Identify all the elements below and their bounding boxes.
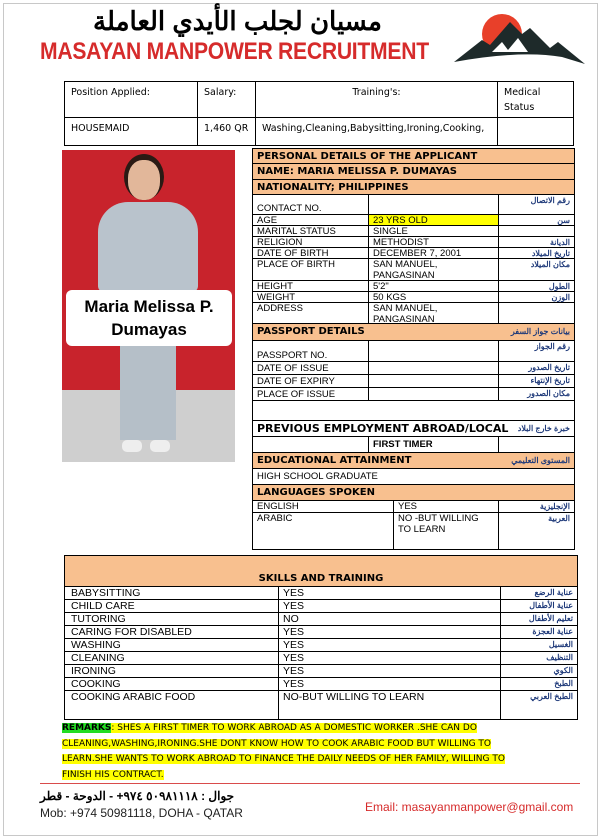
skill-cleaning-arabic: التنظيف bbox=[500, 651, 578, 665]
company-name: MASAYAN MANPOWER RECRUITMENT bbox=[40, 38, 429, 65]
trainings-header: Training's: bbox=[255, 81, 498, 118]
previous-employment-blank bbox=[252, 436, 369, 453]
skill-cooking-arabic: الطبخ bbox=[500, 677, 578, 691]
skill-ironing-label: IRONING bbox=[64, 664, 279, 678]
trainings-value: Washing,Cleaning,Babysitting,Ironing,Coo… bbox=[255, 117, 498, 146]
skill-babysitting-arabic: عناية الرضع bbox=[500, 586, 578, 600]
skill-tutoring-arabic: تعليم الأطفال bbox=[500, 612, 578, 626]
previous-employment-arabic-blank bbox=[498, 436, 575, 453]
contact-value bbox=[368, 194, 499, 215]
date-of-issue-label: DATE OF ISSUE bbox=[252, 361, 369, 375]
previous-employment-header-arabic: خبرة خارج البلاد bbox=[517, 424, 570, 433]
date-of-expiry-label: DATE OF EXPIRY bbox=[252, 374, 369, 388]
position-applied-value: HOUSEMAID bbox=[64, 117, 198, 146]
passport-no-arabic: رقم الجواز bbox=[498, 340, 575, 362]
skill-cooking-value: YES bbox=[278, 677, 501, 691]
photo-caption: Maria Melissa P. Dumayas bbox=[66, 290, 232, 346]
place-of-issue-value bbox=[368, 387, 499, 401]
skill-tutoring-label: TUTORING bbox=[64, 612, 279, 626]
language-arabic-arabic: العربية bbox=[498, 512, 575, 550]
mountain-sun-logo bbox=[454, 14, 585, 64]
passport-details-header-arabic: بيانات جواز السفر bbox=[510, 327, 570, 336]
skill-ironing-arabic: الكوي bbox=[500, 664, 578, 678]
previous-employment-header: PREVIOUS EMPLOYMENT ABROAD/LOCAL bbox=[252, 420, 575, 437]
skill-caring-for-disabled-value: YES bbox=[278, 625, 501, 639]
place-of-issue-arabic: مكان الصدور bbox=[498, 387, 575, 401]
applicant-photo: Maria Melissa P. Dumayas bbox=[62, 150, 235, 462]
skill-child-care-value: YES bbox=[278, 599, 501, 613]
languages-header: LANGUAGES SPOKEN bbox=[252, 484, 575, 501]
skill-babysitting-label: BABYSITTING bbox=[64, 586, 279, 600]
remarks-text: : SHES A FIRST TIMER TO WORK ABROAD AS A… bbox=[62, 723, 505, 780]
passport-no-value bbox=[368, 340, 499, 362]
skill-ironing-value: YES bbox=[278, 664, 501, 678]
blank-row bbox=[252, 400, 575, 421]
skill-washing-arabic: الغسيل bbox=[500, 638, 578, 652]
skill-cooking-arabic-food-arabic: الطبخ العربي bbox=[500, 690, 578, 720]
skill-washing-value: YES bbox=[278, 638, 501, 652]
skill-washing-label: WASHING bbox=[64, 638, 279, 652]
remarks: REMARKS: SHES A FIRST TIMER TO WORK ABRO… bbox=[62, 721, 532, 783]
skill-tutoring-value: NO bbox=[278, 612, 501, 626]
salary-value: 1,460 QR bbox=[197, 117, 256, 146]
skill-cooking-arabic-food-label: COOKING ARABIC FOOD bbox=[64, 690, 279, 720]
education-header-arabic: المستوى التعليمي bbox=[511, 456, 570, 465]
applicant-nationality: NATIONALITY; PHILIPPINES bbox=[252, 179, 575, 195]
footer-divider bbox=[40, 783, 580, 784]
skills-header: SKILLS AND TRAINING bbox=[64, 555, 578, 587]
skill-child-care-label: CHILD CARE bbox=[64, 599, 279, 613]
contact-arabic: رقم الاتصال bbox=[498, 194, 575, 215]
language-arabic-label: ARABIC bbox=[252, 512, 394, 550]
footer-mobile: Mob: +974 50981118, DOHA - QATAR bbox=[40, 806, 243, 820]
date-of-expiry-arabic: تاريخ الإنتهاء bbox=[498, 374, 575, 388]
medical-status-header: Medical Status bbox=[497, 81, 574, 118]
personal-details-header: PERSONAL DETAILS OF THE APPLICANT bbox=[252, 148, 575, 164]
skill-cleaning-value: YES bbox=[278, 651, 501, 665]
passport-no-label: PASSPORT NO. bbox=[252, 340, 369, 362]
salary-header: Salary: bbox=[197, 81, 256, 118]
language-arabic-value: NO -BUT WILLING TO LEARN bbox=[393, 512, 499, 550]
skill-cooking-label: COOKING bbox=[64, 677, 279, 691]
applicant-name: NAME: MARIA MELISSA P. DUMAYAS bbox=[252, 163, 575, 180]
date-of-expiry-value bbox=[368, 374, 499, 388]
contact-label: CONTACT NO. bbox=[252, 194, 369, 215]
address-value: SAN MANUEL, PANGASINAN bbox=[368, 302, 499, 324]
footer-arabic: جوال : ٥٠٩٨١١١٨ ٩٧٤+ - الدوحة - قطر bbox=[40, 789, 235, 803]
place-of-birth-value: SAN MANUEL, PANGASINAN bbox=[368, 258, 499, 281]
previous-employment-value: FIRST TIMER bbox=[368, 436, 499, 453]
skill-babysitting-value: YES bbox=[278, 586, 501, 600]
company-arabic-name: مسيان لجلب الأيدي العاملة bbox=[93, 6, 382, 36]
date-of-issue-value bbox=[368, 361, 499, 375]
place-of-birth-arabic: مكان الميلاد bbox=[498, 258, 575, 281]
address-arabic bbox=[498, 302, 575, 324]
education-value: HIGH SCHOOL GRADUATE bbox=[252, 468, 575, 485]
skill-cooking-arabic-food-value: NO-BUT WILLING TO LEARN bbox=[278, 690, 501, 720]
skill-caring-for-disabled-arabic: عناية العجزة bbox=[500, 625, 578, 639]
remarks-label: REMARKS bbox=[62, 723, 112, 733]
place-of-birth-label: PLACE OF BIRTH bbox=[252, 258, 369, 281]
skill-cleaning-label: CLEANING bbox=[64, 651, 279, 665]
page-border bbox=[3, 3, 598, 836]
date-of-issue-arabic: تاريخ الصدور bbox=[498, 361, 575, 375]
skill-caring-for-disabled-label: CARING FOR DISABLED bbox=[64, 625, 279, 639]
footer-email: Email: masayanmanpower@gmail.com bbox=[365, 800, 574, 814]
place-of-issue-label: PLACE OF ISSUE bbox=[252, 387, 369, 401]
address-label: ADDRESS bbox=[252, 302, 369, 324]
skill-child-care-arabic: عناية الأطفال bbox=[500, 599, 578, 613]
position-applied-header: Position Applied: bbox=[64, 81, 198, 118]
medical-status-value bbox=[497, 117, 574, 146]
